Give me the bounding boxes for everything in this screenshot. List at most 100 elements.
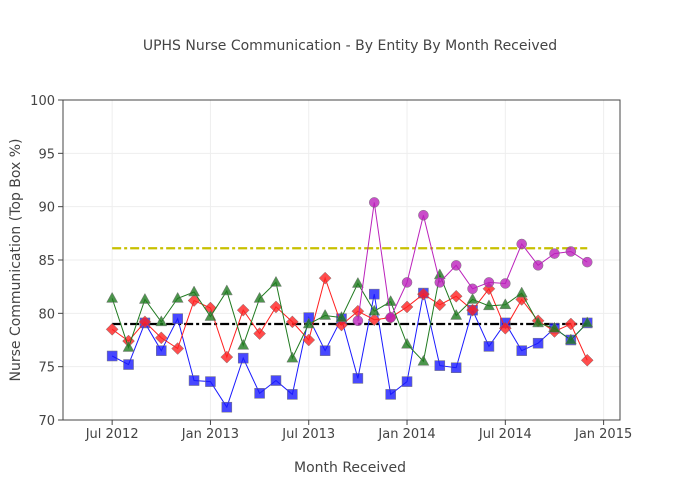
data-point-diamond (417, 287, 430, 301)
data-point-square (401, 376, 413, 387)
data-point-diamond (466, 303, 479, 317)
data-point-diamond (171, 342, 185, 355)
data-point-triangle (106, 291, 119, 303)
data-point-diamond (253, 327, 266, 340)
data-point-triangle (401, 337, 413, 349)
data-point-triangle (122, 340, 135, 352)
data-point-circle (450, 260, 462, 271)
data-point-circle (500, 278, 511, 289)
x-tick-label: Jul 2013 (281, 427, 335, 442)
data-point-diamond (498, 321, 512, 335)
data-point-diamond (154, 331, 168, 345)
data-point-triangle (237, 338, 250, 350)
data-point-square (434, 360, 446, 371)
data-point-diamond (285, 315, 299, 329)
plot-frame (62, 99, 621, 421)
data-point-diamond (318, 271, 332, 285)
y-tick-label: 90 (38, 201, 55, 216)
data-point-diamond (335, 318, 348, 332)
data-point-diamond (449, 289, 463, 303)
data-point-square (123, 359, 134, 370)
purple-series (352, 197, 593, 327)
data-point-triangle (368, 304, 381, 316)
data-point-circle (352, 315, 364, 327)
data-point-triangle (270, 275, 282, 287)
data-point-square (385, 389, 396, 400)
data-point-triangle (138, 292, 151, 304)
data-point-circle (418, 209, 429, 221)
y-tick-label: 75 (38, 361, 55, 376)
data-point-square (270, 375, 282, 386)
x-tick-label: Jan 2013 (181, 427, 239, 442)
data-point-circle (483, 277, 495, 288)
data-point-triangle (351, 276, 364, 288)
data-point-square (221, 401, 233, 413)
data-point-circle (467, 283, 478, 295)
data-point-square (352, 373, 364, 384)
x-tick-label: Jul 2012 (85, 427, 139, 442)
data-point-triangle (384, 295, 397, 306)
data-point-circle (565, 246, 577, 257)
data-point-circle (369, 197, 380, 208)
data-point-square (188, 375, 200, 386)
red-line (111, 276, 588, 361)
data-point-triangle (204, 310, 217, 321)
data-point-circle (516, 238, 527, 250)
data-point-square (254, 388, 265, 399)
y-axis-label: Nurse Communication (Top Box %) (8, 138, 24, 381)
x-tick-label: Jan 2015 (574, 427, 632, 442)
y-tick-label: 80 (38, 307, 55, 322)
data-point-diamond (187, 294, 201, 307)
data-point-circle (385, 312, 396, 323)
data-point-triangle (564, 333, 577, 345)
x-tick-label: Jul 2014 (478, 427, 532, 442)
data-point-triangle (155, 315, 168, 327)
data-point-triangle (335, 311, 348, 322)
data-point-triangle (581, 316, 594, 328)
data-point-diamond (138, 315, 152, 329)
data-point-square (319, 345, 331, 356)
data-point-triangle (253, 291, 266, 303)
data-point-triangle (302, 317, 315, 329)
data-point-square (172, 313, 183, 324)
data-point-square (532, 337, 544, 349)
data-point-circle (434, 277, 446, 288)
data-point-square (205, 376, 216, 387)
data-point-triangle (171, 291, 184, 303)
green-series (106, 268, 594, 366)
data-point-square (450, 362, 462, 373)
data-point-triangle (483, 299, 495, 311)
data-point-diamond (302, 333, 316, 347)
data-point-triangle (220, 284, 233, 296)
data-point-square (156, 345, 167, 356)
y-tick-label: 95 (38, 147, 55, 162)
data-point-triangle (532, 316, 545, 328)
data-point-triangle (450, 308, 463, 320)
y-tick-label: 85 (38, 254, 55, 269)
y-tick-label: 100 (30, 94, 55, 109)
data-point-triangle (499, 298, 512, 310)
data-point-square (369, 288, 380, 300)
data-point-circle (549, 248, 560, 259)
chart-title: UPHS Nurse Communication - By Entity By … (143, 38, 557, 54)
data-point-diamond (400, 300, 414, 314)
data-point-triangle (319, 308, 332, 320)
data-point-diamond (564, 317, 578, 331)
data-point-circle (532, 260, 544, 271)
data-point-square (483, 341, 495, 352)
x-tick-label: Jan 2014 (377, 427, 435, 442)
data-point-diamond (580, 353, 594, 367)
data-point-diamond (367, 313, 381, 327)
data-point-triangle (188, 285, 200, 297)
data-point-diamond (236, 303, 250, 317)
y-tick-label: 70 (38, 414, 55, 429)
data-point-circle (401, 277, 413, 288)
data-point-diamond (220, 350, 234, 364)
data-point-square (237, 352, 249, 364)
data-point-square (106, 350, 118, 362)
x-axis-label: Month Received (294, 460, 406, 476)
data-point-triangle (548, 321, 561, 333)
data-point-diamond (433, 298, 447, 312)
